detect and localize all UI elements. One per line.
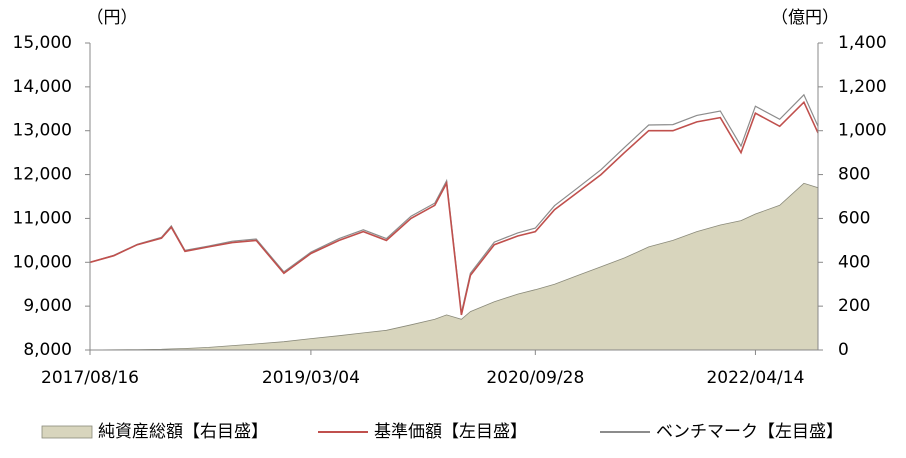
y-tick-label: 10,000 [13, 252, 72, 272]
y-tick-label: 11,000 [13, 208, 72, 228]
y-tick-label: 13,000 [13, 121, 72, 141]
y2-tick-label: 400 [838, 252, 870, 272]
y2-axis-unit: （億円） [771, 8, 839, 28]
y2-tick-label: 200 [838, 296, 870, 316]
line [89, 100, 819, 316]
y2-tick-label: 0 [838, 340, 849, 360]
y2-tick-label: 1,400 [838, 33, 887, 53]
y-tick-label: 9,000 [23, 296, 72, 316]
x-tick-label: 2019/03/04 [262, 368, 360, 388]
y-tick-label: 15,000 [13, 33, 72, 53]
x-tick-label: 2020/09/28 [486, 368, 584, 388]
x-tick-label: 2017/08/16 [41, 368, 139, 388]
y-tick-label: 14,000 [13, 77, 72, 97]
x-tick-label: 2022/04/14 [706, 368, 804, 388]
y2-tick-label: 1,000 [838, 121, 887, 141]
y2-tick-label: 800 [838, 165, 870, 185]
legend-label: ベンチマーク【左目盛】 [656, 422, 843, 442]
y2-tick-label: 600 [838, 208, 870, 228]
area [89, 182, 819, 351]
legend-label: 純資産総額【右目盛】 [98, 422, 268, 442]
legend-label: 基準価額【左目盛】 [374, 422, 527, 442]
legend-swatch [41, 425, 93, 439]
y-axis-unit: （円） [87, 8, 138, 28]
y2-tick-label: 1,200 [838, 77, 887, 97]
y-tick-label: 8,000 [23, 340, 72, 360]
y-tick-label: 12,000 [13, 165, 72, 185]
